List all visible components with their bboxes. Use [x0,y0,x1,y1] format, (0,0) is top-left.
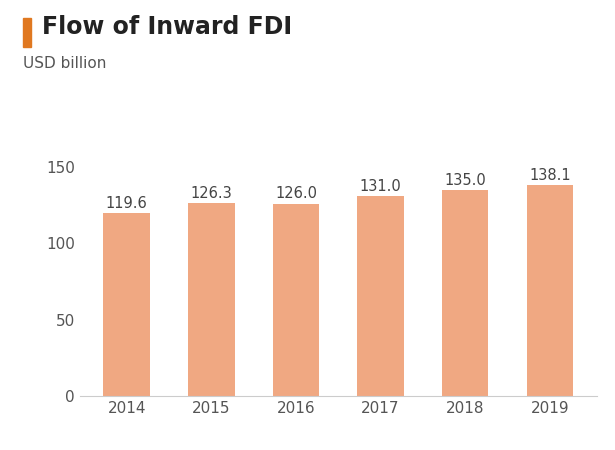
Text: USD billion: USD billion [23,56,107,71]
Text: 135.0: 135.0 [444,172,486,188]
Bar [357,196,404,396]
Text: 126.0: 126.0 [275,186,317,201]
Text: 138.1: 138.1 [529,168,571,183]
Text: 119.6: 119.6 [106,196,148,211]
Bar [272,203,319,396]
Bar [442,190,488,396]
Bar [188,203,234,396]
Text: 126.3: 126.3 [191,186,232,201]
Bar [526,185,573,396]
Text: Flow of Inward FDI: Flow of Inward FDI [42,15,292,39]
Bar [103,213,150,396]
Text: 131.0: 131.0 [360,179,402,194]
